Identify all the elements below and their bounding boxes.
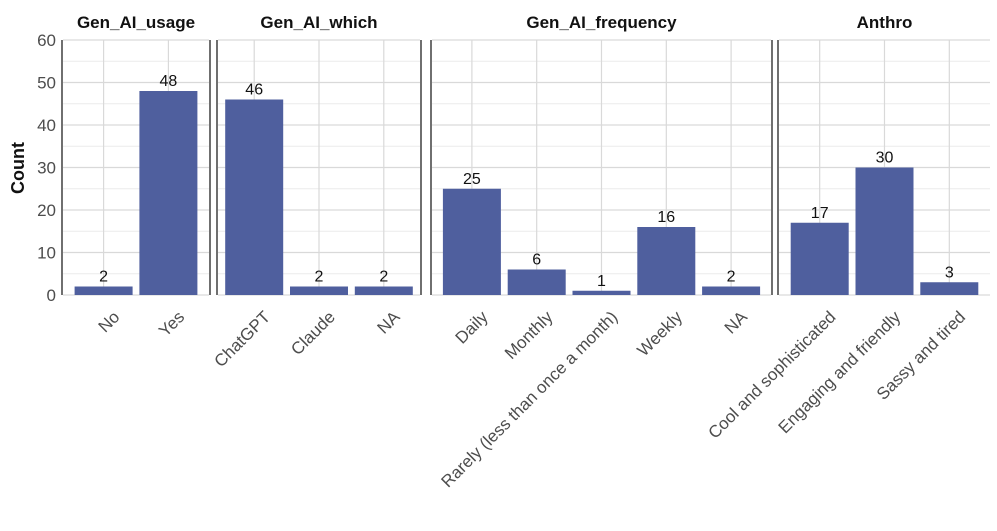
y-tick-label: 60	[37, 31, 56, 50]
bar	[354, 286, 413, 295]
facet-title: Gen_AI_which	[260, 13, 377, 32]
y-tick-label: 40	[37, 116, 56, 135]
bar-value-label: 16	[657, 209, 675, 226]
bar-value-label: 1	[597, 273, 606, 290]
facet-panel: 46 ChatGPT 2 Claude 2 NA Gen_AI_which	[211, 13, 420, 371]
bar	[920, 282, 979, 295]
bar-value-label: 2	[379, 269, 388, 286]
bar	[74, 286, 133, 295]
bar-value-label: 2	[315, 269, 324, 286]
x-tick-label: Engaging and friendly	[775, 307, 905, 437]
bar	[507, 269, 566, 295]
bar-value-label: 17	[811, 205, 829, 222]
facet-title: Gen_AI_frequency	[526, 13, 677, 32]
bar	[637, 227, 696, 295]
x-tick-label: Daily	[452, 307, 493, 348]
x-tick-label: NA	[374, 307, 405, 338]
y-tick-label: 10	[37, 244, 56, 263]
bar	[790, 222, 849, 295]
y-tick-label: 20	[37, 201, 56, 220]
x-tick-label: ChatGPT	[211, 307, 275, 371]
y-tick-label: 50	[37, 74, 56, 93]
bar-value-label: 3	[945, 264, 954, 281]
y-axis-title: Count	[8, 142, 28, 194]
x-tick-label: Monthly	[501, 307, 557, 363]
bar	[290, 286, 348, 295]
x-tick-label: No	[95, 307, 124, 336]
facet-panel: 2 No 48 Yes Gen_AI_usage	[61, 13, 209, 340]
bar	[572, 290, 631, 295]
x-tick-label: Yes	[155, 307, 188, 340]
y-tick-label: 30	[37, 159, 56, 178]
bar-value-label: 25	[463, 171, 481, 188]
y-tick-label: 0	[47, 286, 56, 305]
x-tick-label: NA	[721, 307, 752, 338]
facet-title: Anthro	[857, 13, 913, 32]
bar-value-label: 46	[245, 82, 263, 99]
bar	[855, 167, 914, 295]
y-axis: 0 10 20 30 40 50 60	[37, 31, 56, 305]
bar	[442, 188, 501, 295]
bar	[702, 286, 761, 295]
bar	[139, 91, 198, 295]
bar-value-label: 48	[160, 73, 178, 90]
x-tick-label: Claude	[287, 307, 339, 359]
bar-value-label: 6	[532, 252, 541, 269]
x-tick-label: Weekly	[634, 307, 687, 360]
facet-panels: 2 No 48 Yes Gen_AI_usage 46 ChatGPT 2 Claude 2 NA G…	[61, 13, 990, 491]
facet-title: Gen_AI_usage	[77, 13, 195, 32]
bar-value-label: 2	[99, 269, 108, 286]
bar	[225, 99, 284, 295]
bar-value-label: 30	[876, 150, 894, 167]
bar-value-label: 2	[727, 269, 736, 286]
